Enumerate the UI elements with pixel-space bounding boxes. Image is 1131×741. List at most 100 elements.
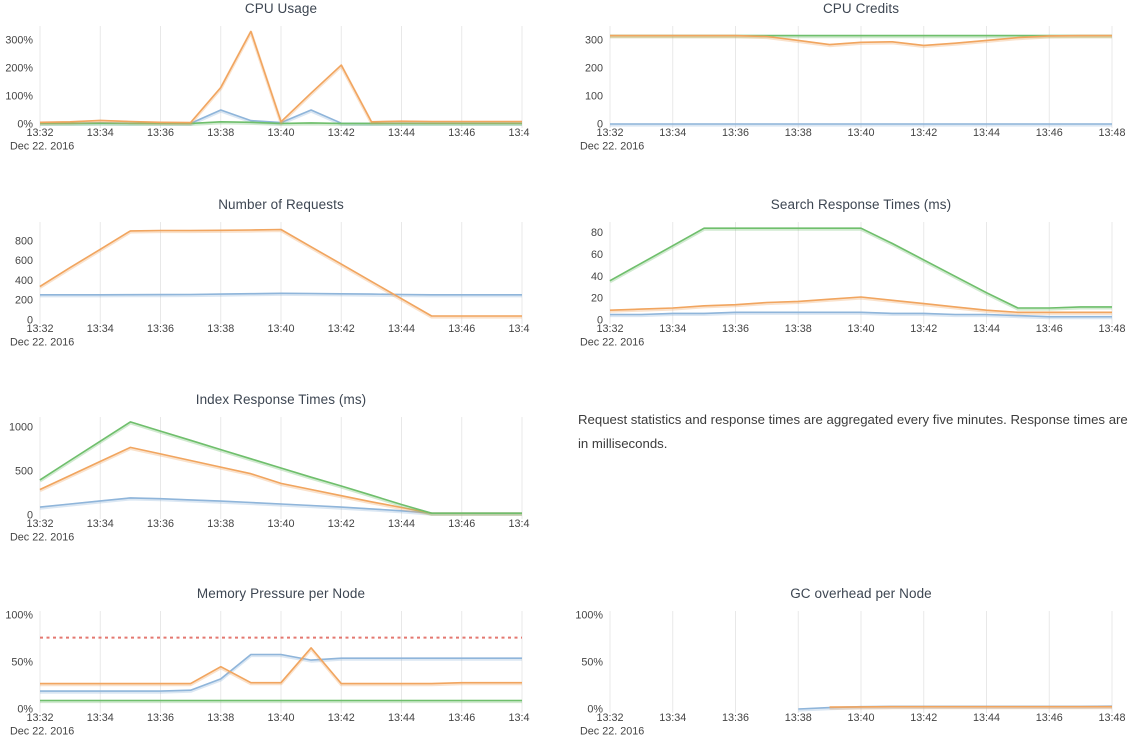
chart-title-cpu-usage: CPU Usage (244, 1, 318, 16)
svg-text:13:40: 13:40 (847, 323, 874, 335)
chart-title-index-response-times: Index Response Times (ms) (195, 392, 367, 407)
svg-text:13:36: 13:36 (147, 518, 174, 530)
svg-text:0%: 0% (17, 119, 33, 131)
svg-text:Dec 22. 2016: Dec 22. 2016 (10, 726, 74, 738)
chart-title-memory-pressure: Memory Pressure per Node (196, 586, 366, 601)
chart-gc-overhead: GC overhead per Node 0% 50% 100% 13:32 13:34… (565, 585, 1131, 740)
svg-text:13:40: 13:40 (267, 712, 294, 724)
chart-cpu-credits: CPU Credits 0 100 200 300 13:32 13:34 13:36 13:… (565, 0, 1131, 155)
svg-text:200: 200 (15, 295, 33, 307)
svg-text:0%: 0% (17, 704, 33, 716)
svg-text:13:34: 13:34 (87, 712, 114, 724)
svg-text:300: 300 (585, 34, 603, 46)
svg-text:Dec 22. 2016: Dec 22. 2016 (10, 532, 74, 544)
chart-title-number-of-requests: Number of Requests (218, 197, 344, 212)
svg-text:Dec 22. 2016: Dec 22. 2016 (580, 726, 644, 738)
chart-search-response-times: Search Response Times (ms) 0 20 40 60 80 13:3… (565, 196, 1131, 351)
svg-text:13:32: 13:32 (596, 127, 623, 139)
svg-text:13:48: 13:48 (508, 518, 530, 530)
chart-title-search-response-times: Search Response Times (ms) (770, 197, 952, 212)
plot-cpu-credits: 0 100 200 300 13:32 13:34 13:36 13:38 13:40 13:42… (580, 26, 1126, 153)
chart-title-cpu-credits: CPU Credits (822, 1, 900, 16)
svg-text:13:38: 13:38 (207, 518, 234, 530)
svg-text:13:36: 13:36 (147, 712, 174, 724)
svg-text:13:32: 13:32 (26, 127, 53, 139)
svg-text:0%: 0% (587, 704, 603, 716)
svg-text:13:36: 13:36 (147, 127, 174, 139)
svg-text:13:42: 13:42 (910, 712, 937, 724)
svg-text:13:44: 13:44 (388, 323, 415, 335)
svg-text:Dec 22. 2016: Dec 22. 2016 (580, 337, 644, 349)
svg-text:13:44: 13:44 (973, 323, 1000, 335)
svg-text:13:48: 13:48 (1098, 127, 1125, 139)
plot-index-response-times: 0 500 1000 13:32 13:34 13:36 13:38 13:40 13:42 13… (9, 417, 530, 544)
svg-text:Dec 22. 2016: Dec 22. 2016 (10, 337, 74, 349)
svg-text:Dec 22. 2016: Dec 22. 2016 (580, 141, 644, 153)
svg-text:13:34: 13:34 (659, 712, 686, 724)
svg-text:13:48: 13:48 (1098, 712, 1125, 724)
svg-text:13:46: 13:46 (448, 518, 475, 530)
svg-text:13:40: 13:40 (847, 712, 874, 724)
svg-text:13:42: 13:42 (328, 712, 355, 724)
svg-text:13:48: 13:48 (508, 712, 530, 724)
svg-text:13:34: 13:34 (87, 127, 114, 139)
svg-text:13:48: 13:48 (508, 127, 530, 139)
plot-number-of-requests: 0 200 400 600 800 13:32 13:34 13:36 13:38 13:40 13… (10, 222, 530, 349)
svg-text:13:42: 13:42 (328, 518, 355, 530)
svg-text:0: 0 (597, 119, 603, 131)
chart-title-gc-overhead: GC overhead per Node (790, 586, 932, 601)
svg-text:0: 0 (27, 510, 33, 522)
svg-text:600: 600 (15, 255, 33, 267)
plot-memory-pressure: 0% 50% 100% 13:32 13:34 13:36 13:38 13:40 13:42 1… (5, 610, 530, 738)
svg-text:100: 100 (585, 90, 603, 102)
svg-text:13:46: 13:46 (448, 127, 475, 139)
svg-text:300%: 300% (5, 34, 33, 46)
svg-text:13:32: 13:32 (26, 323, 53, 335)
svg-text:13:44: 13:44 (973, 127, 1000, 139)
svg-text:80: 80 (591, 227, 603, 239)
svg-text:200%: 200% (5, 62, 33, 74)
chart-index-response-times: Index Response Times (ms) 0 500 1000 13:32 1… (0, 391, 530, 546)
chart-number-of-requests: Number of Requests 0 200 400 600 800 13:32 13:… (0, 196, 530, 351)
svg-text:50%: 50% (581, 657, 603, 669)
svg-text:13:46: 13:46 (448, 323, 475, 335)
svg-text:60: 60 (591, 249, 603, 261)
plot-cpu-usage: 0% 100% 200% 300% 13:32 13:34 13:36 13:38 13:40 1… (5, 26, 530, 153)
svg-text:13:40: 13:40 (267, 518, 294, 530)
svg-text:13:42: 13:42 (910, 323, 937, 335)
aggregation-note: Request statistics and response times ar… (578, 412, 1128, 452)
plot-search-response-times: 0 20 40 60 80 13:32 13:34 13:36 13:38 13:40 13:42 1… (580, 222, 1126, 349)
svg-text:200: 200 (585, 62, 603, 74)
svg-text:100%: 100% (5, 610, 33, 622)
svg-text:13:32: 13:32 (596, 323, 623, 335)
svg-text:13:48: 13:48 (1098, 323, 1125, 335)
svg-text:13:34: 13:34 (87, 323, 114, 335)
svg-text:13:34: 13:34 (87, 518, 114, 530)
svg-text:1000: 1000 (9, 422, 33, 434)
svg-text:13:36: 13:36 (722, 323, 749, 335)
svg-text:13:38: 13:38 (207, 712, 234, 724)
svg-text:40: 40 (591, 271, 603, 283)
svg-text:13:40: 13:40 (847, 127, 874, 139)
chart-cpu-usage: CPU Usage 0% 100% 200% 300% 13:32 13:34 13:36 1… (0, 0, 530, 155)
svg-text:100%: 100% (575, 610, 603, 622)
svg-text:500: 500 (15, 466, 33, 478)
chart-memory-pressure: Memory Pressure per Node 0% 50% 100% 13:32 1… (0, 585, 530, 740)
svg-text:13:36: 13:36 (722, 712, 749, 724)
svg-text:13:36: 13:36 (147, 323, 174, 335)
svg-text:13:32: 13:32 (26, 518, 53, 530)
svg-text:Dec 22. 2016: Dec 22. 2016 (10, 141, 74, 153)
svg-text:13:38: 13:38 (785, 127, 812, 139)
svg-text:13:48: 13:48 (508, 323, 530, 335)
svg-text:13:32: 13:32 (596, 712, 623, 724)
svg-text:13:38: 13:38 (785, 712, 812, 724)
svg-text:13:46: 13:46 (1036, 323, 1063, 335)
svg-text:13:38: 13:38 (785, 323, 812, 335)
svg-text:13:32: 13:32 (26, 712, 53, 724)
svg-text:800: 800 (15, 235, 33, 247)
svg-text:13:38: 13:38 (207, 323, 234, 335)
svg-text:0: 0 (597, 315, 603, 327)
svg-text:100%: 100% (5, 90, 33, 102)
svg-text:13:42: 13:42 (328, 323, 355, 335)
svg-text:50%: 50% (11, 657, 33, 669)
